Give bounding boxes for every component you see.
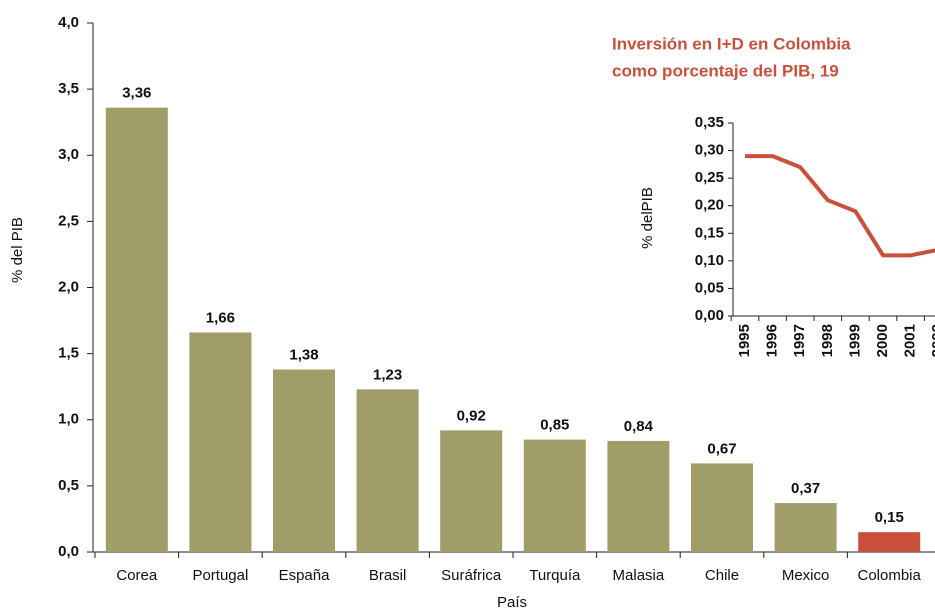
bar <box>858 532 921 552</box>
inset-title: Inversión en I+D en Colombia <box>612 34 851 53</box>
x-tick-label: Turquía <box>529 567 581 584</box>
inset-y-axis-label: % delPIB <box>639 187 656 249</box>
x-tick-label: España <box>279 567 331 584</box>
inset-y-tick-label: 0,00 <box>695 307 724 324</box>
inset-title: como porcentaje del PIB, 19 <box>612 61 839 80</box>
data-label: 1,38 <box>289 346 318 363</box>
x-tick-label: Malasia <box>613 567 665 584</box>
data-label: 3,36 <box>122 85 151 102</box>
y-tick-label: 2,5 <box>58 212 79 229</box>
inset-y-tick-label: 0,10 <box>695 252 724 269</box>
y-tick-label: 0,0 <box>58 543 79 560</box>
y-axis-label: % del PIB <box>9 217 26 283</box>
data-label: 1,66 <box>206 309 235 326</box>
bar <box>189 332 252 552</box>
y-tick-label: 2,0 <box>58 278 79 295</box>
y-tick-label: 0,5 <box>58 477 79 494</box>
inset-y-tick-label: 0,05 <box>695 279 724 296</box>
bar <box>356 389 419 552</box>
data-label: 0,15 <box>875 509 904 526</box>
bar <box>774 503 837 552</box>
y-tick-label: 3,5 <box>58 80 79 97</box>
line <box>745 154 935 258</box>
inset-x-tick-label: 1997 <box>791 324 808 357</box>
inset-y-tick-label: 0,35 <box>695 114 724 131</box>
inset-x-tick-label: 1996 <box>764 324 781 357</box>
x-tick-label: Chile <box>705 567 739 584</box>
data-label: 0,67 <box>707 440 736 457</box>
inset-y-tick-label: 0,15 <box>695 224 724 241</box>
bar <box>691 463 753 552</box>
inset-y-tick-label: 0,25 <box>695 169 724 186</box>
bar <box>273 369 335 552</box>
x-tick-label: Corea <box>116 567 158 584</box>
y-tick-label: 1,5 <box>58 345 79 362</box>
data-label: 0,92 <box>457 407 486 424</box>
inset-x-tick-label: 2001 <box>902 324 919 357</box>
y-tick-label: 1,0 <box>58 411 79 428</box>
bar <box>607 440 670 552</box>
inset-x-tick-label: 2000 <box>874 324 891 357</box>
x-tick-label: Colombia <box>858 567 922 584</box>
x-tick-label: Brasil <box>369 567 407 584</box>
inset-x-tick-label: 1998 <box>819 324 836 357</box>
bar <box>440 430 503 552</box>
inset-y-tick-label: 0,30 <box>695 142 724 159</box>
data-label: 0,37 <box>791 480 820 497</box>
inset-x-tick-label: 2002 <box>929 324 935 357</box>
x-tick-label: Suráfrica <box>441 567 502 584</box>
y-tick-label: 4,0 <box>58 14 79 31</box>
y-tick-label: 3,0 <box>58 146 79 163</box>
inset-y-tick-label: 0,20 <box>695 197 724 214</box>
x-tick-label: Portugal <box>192 567 248 584</box>
bar <box>105 107 168 552</box>
data-label: 1,23 <box>373 366 402 383</box>
x-tick-label: Mexico <box>782 567 830 584</box>
data-label: 0,84 <box>624 418 654 435</box>
inset-x-tick-label: 1995 <box>736 324 753 357</box>
data-label: 0,85 <box>540 417 569 434</box>
inset-x-tick-label: 1999 <box>846 324 863 357</box>
bar <box>523 439 586 552</box>
x-axis-label: País <box>497 594 527 611</box>
